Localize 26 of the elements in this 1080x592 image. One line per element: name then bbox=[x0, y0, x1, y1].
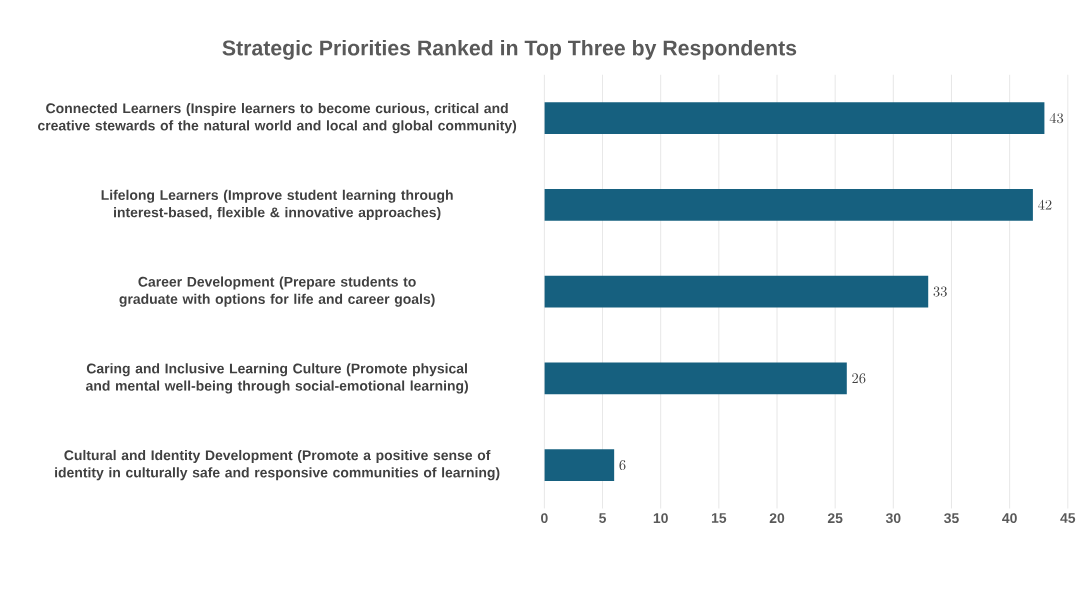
y-tick-label: Connected Learners (Inspire learners to become curious, critical and creative stewards of the natural world and local and global community) bbox=[38, 102, 517, 134]
data-label: 26 bbox=[852, 373, 866, 384]
data-label: 42 bbox=[1038, 199, 1052, 210]
x-tick-label: 30 bbox=[885, 513, 901, 523]
x-tick-label: 5 bbox=[599, 513, 607, 523]
x-tick-label: 10 bbox=[653, 513, 668, 523]
x-tick-label: 40 bbox=[1002, 513, 1017, 523]
y-tick-label: Cultural and Identity Development (Promote a positive sense of identity in culturally safe and responsive communities of learning) bbox=[55, 449, 500, 481]
x-tick-label: 45 bbox=[1060, 513, 1076, 523]
bar bbox=[544, 362, 847, 395]
bar bbox=[544, 449, 615, 481]
y-tick-label: Caring and Inclusive Learning Culture (Promote physical and mental well-being through social-emotional learning) bbox=[86, 363, 468, 394]
data-label: 6 bbox=[619, 459, 626, 470]
x-tick-label: 25 bbox=[827, 513, 843, 523]
data-label: 43 bbox=[1049, 112, 1064, 124]
bar bbox=[544, 275, 929, 308]
y-tick-label: Career Development (Prepare students to graduate with options for life and career goals) bbox=[119, 276, 435, 307]
chart-title: Strategic Priorities Ranked in Top Three by Respondents bbox=[222, 39, 797, 60]
bar bbox=[544, 102, 1045, 134]
x-tick-label: 35 bbox=[944, 513, 959, 523]
y-tick-label: Lifelong Learners (Improve student learning through interest-based, flexible & innovative approaches) bbox=[101, 189, 453, 220]
data-label: 33 bbox=[933, 286, 947, 297]
x-tick-label: 0 bbox=[541, 513, 548, 523]
bar bbox=[544, 188, 1033, 221]
x-tick-label: 15 bbox=[711, 513, 727, 523]
x-tick-label: 20 bbox=[769, 513, 785, 523]
